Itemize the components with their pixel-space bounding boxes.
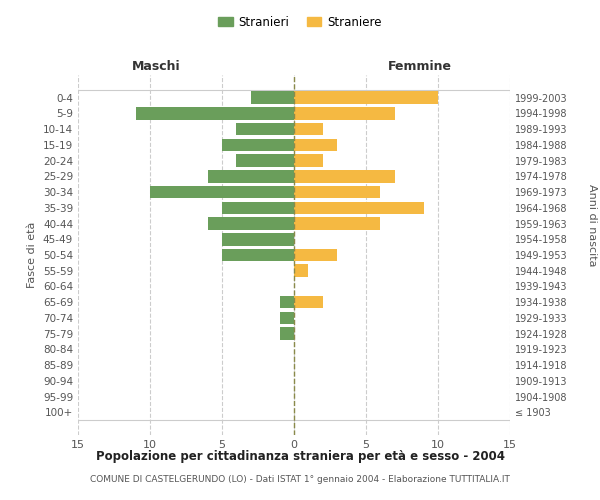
Bar: [222, 248, 294, 262]
Text: Femmine: Femmine: [388, 60, 452, 72]
Bar: [294, 202, 424, 214]
Bar: [280, 328, 294, 340]
Bar: [294, 264, 308, 277]
Bar: [294, 186, 380, 198]
Bar: [294, 138, 337, 151]
Bar: [294, 217, 380, 230]
Bar: [294, 123, 323, 136]
Bar: [294, 154, 323, 167]
Bar: [294, 170, 395, 182]
Bar: [294, 296, 323, 308]
Bar: [236, 123, 294, 136]
Legend: Stranieri, Straniere: Stranieri, Straniere: [214, 11, 386, 34]
Text: COMUNE DI CASTELGERUNDO (LO) - Dati ISTAT 1° gennaio 2004 - Elaborazione TUTTITA: COMUNE DI CASTELGERUNDO (LO) - Dati ISTA…: [90, 475, 510, 484]
Bar: [208, 217, 294, 230]
Bar: [222, 202, 294, 214]
Bar: [294, 107, 395, 120]
Bar: [222, 233, 294, 245]
Text: Popolazione per cittadinanza straniera per età e sesso - 2004: Popolazione per cittadinanza straniera p…: [95, 450, 505, 463]
Bar: [222, 138, 294, 151]
Bar: [280, 312, 294, 324]
Bar: [294, 92, 438, 104]
Bar: [236, 154, 294, 167]
Bar: [136, 107, 294, 120]
Text: Maschi: Maschi: [131, 60, 181, 72]
Bar: [294, 248, 337, 262]
Y-axis label: Fasce di età: Fasce di età: [28, 222, 37, 288]
Bar: [150, 186, 294, 198]
Bar: [208, 170, 294, 182]
Bar: [251, 92, 294, 104]
Bar: [280, 296, 294, 308]
Text: Anni di nascita: Anni di nascita: [587, 184, 597, 266]
